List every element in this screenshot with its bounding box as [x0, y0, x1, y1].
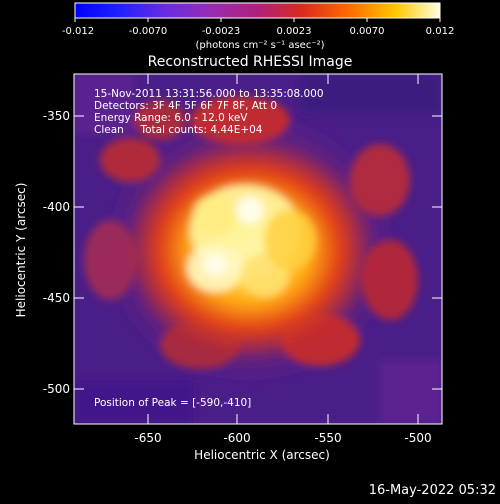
colorbar-tick-label: -0.0070: [129, 26, 168, 37]
colorbar-unit-label: (photons cm⁻² s⁻¹ asec⁻²): [195, 40, 324, 51]
x-tick-label: -550: [314, 431, 341, 445]
plot-frame: [73, 73, 443, 425]
colorbar-gradient: [74, 2, 441, 19]
colorbar-tick-label: -0.012: [62, 26, 94, 37]
x-tick-label: -650: [134, 431, 161, 445]
info-line-counts: Clean Total counts: 4.44E+04: [94, 124, 263, 136]
x-axis: [147, 74, 419, 424]
y-tick-label: -450: [43, 291, 70, 305]
x-tick-label: -500: [404, 431, 431, 445]
peak-position-label: Position of Peak = [-590,-410]: [94, 397, 251, 409]
solar-image: [74, 74, 442, 424]
y-axis-title: Heliocentric Y (arcsec): [14, 183, 28, 318]
x-axis-title: Heliocentric X (arcsec): [194, 448, 330, 462]
colorbar-tick-label: -0.0023: [202, 26, 241, 37]
plot-title: Reconstructed RHESSI Image: [148, 54, 353, 70]
info-line-energy: Energy Range: 6.0 - 12.0 keV: [94, 112, 248, 124]
y-tick-label: -350: [43, 109, 70, 123]
info-line-time: 15-Nov-2011 13:31:56.000 to 13:35:08.000: [94, 88, 324, 100]
y-axis: [74, 115, 442, 390]
generation-timestamp: 16-May-2022 05:32: [369, 483, 496, 498]
info-block: 15-Nov-2011 13:31:56.000 to 13:35:08.000…: [94, 88, 324, 136]
colorbar-tick-label: 0.0070: [350, 26, 385, 37]
colorbar-tick-label: 0.012: [426, 26, 455, 37]
colorbar-tick-label: 0.0023: [277, 26, 312, 37]
y-tick-label: -400: [43, 200, 70, 214]
x-tick-label: -600: [223, 431, 250, 445]
info-line-detectors: Detectors: 3F 4F 5F 6F 7F 8F, Att 0: [94, 100, 277, 112]
y-tick-label: -500: [43, 382, 70, 396]
colorbar: -0.012 -0.0070 -0.0023 0.0023 0.0070 0.0…: [62, 2, 455, 51]
